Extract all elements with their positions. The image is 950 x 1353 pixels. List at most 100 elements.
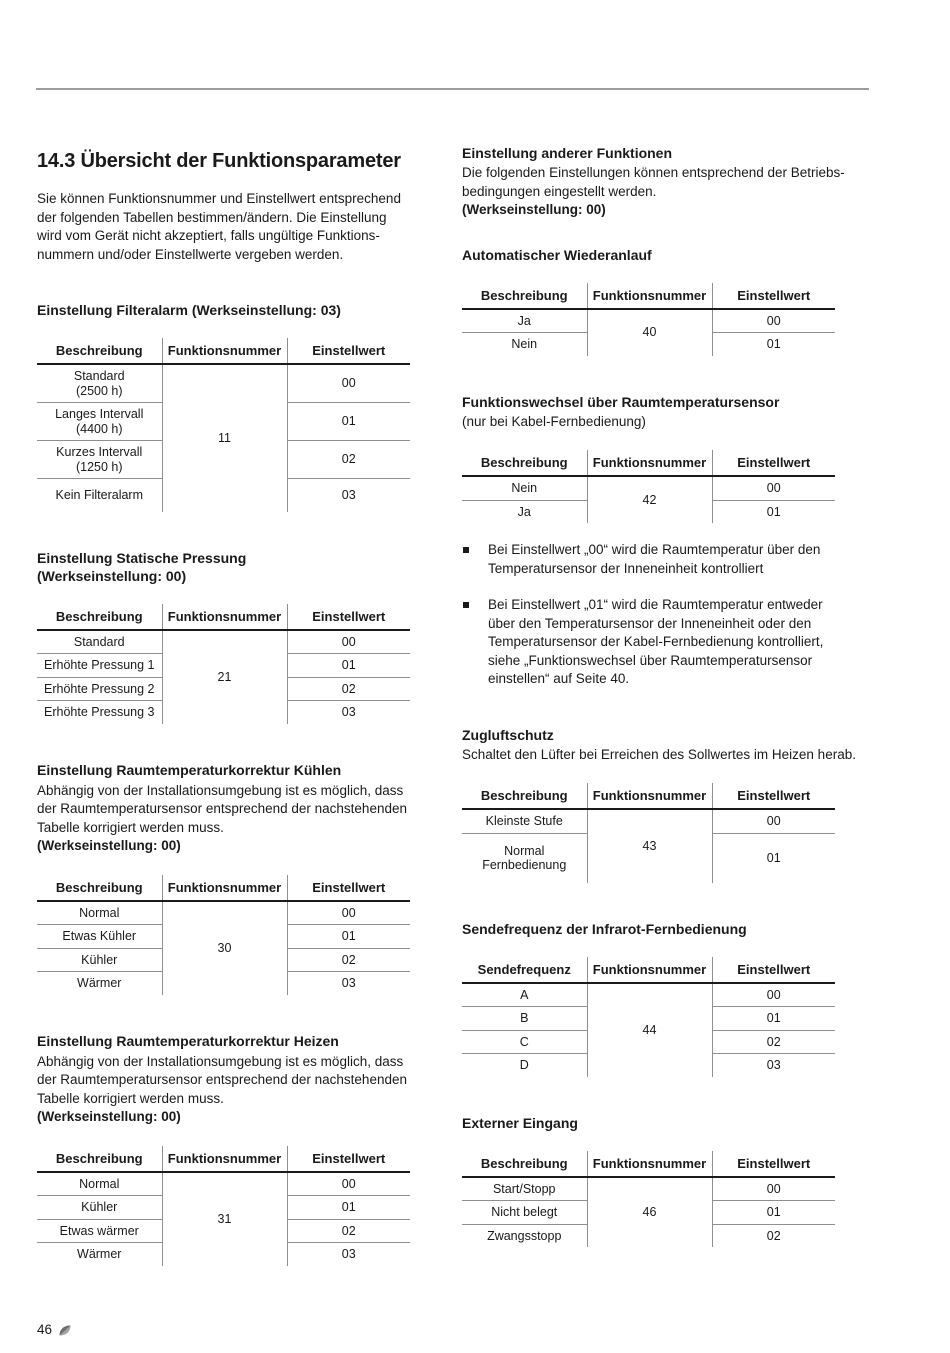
table-row: D 03 (462, 1054, 835, 1077)
wiederanlauf-table: Beschreibung Funktionsnummer Einstellwer… (462, 282, 835, 356)
row-label: Nein (462, 476, 587, 501)
row-label: B (462, 1006, 587, 1031)
table-row: Start/Stopp 46 00 (462, 1176, 835, 1247)
funktionsnummer-cell: 42 (586, 476, 713, 523)
col-header-einstellwert: Einstellwert (712, 1150, 835, 1178)
row-label: C (462, 1030, 587, 1054)
col-header-einstellwert: Einstellwert (287, 338, 410, 365)
row-value: 01 (712, 1200, 835, 1225)
table-row: Wärmer 03 (37, 972, 410, 995)
korrektur-heizen-table: Beschreibung Funktionsnummer Einstellwer… (37, 1145, 410, 1266)
externer-eingang-table: Beschreibung Funktionsnummer Einstellwer… (462, 1150, 835, 1247)
section-title-korrektur-kuehlen: Einstellung Raumtemperaturkorrektur Kühl… (37, 761, 342, 778)
col-header-funktionsnummer: Funktionsnummer (586, 1150, 713, 1178)
section-title-statische-pressung: Einstellung Statische Pressung (Werksein… (37, 549, 247, 584)
row-label: Erhöhte Pressung 1 (37, 653, 162, 678)
header-rule (36, 88, 869, 90)
row-value: 00 (712, 308, 835, 333)
col-header-sendefrequenz: Sendefrequenz (462, 956, 587, 984)
funktionsnummer-cell: 43 (586, 809, 713, 883)
col-header-einstellwert: Einstellwert (287, 1145, 410, 1173)
section-title-externer-eingang: Externer Eingang (462, 1114, 578, 1131)
row-label: Standard (2500 h) (37, 364, 162, 403)
table-row: Etwas wärmer 02 (37, 1219, 410, 1243)
bullet-text: Bei Einstellwert „01“ wird die Raumtempe… (488, 597, 824, 686)
row-value: 03 (341, 705, 356, 719)
row-label: Nicht belegt (462, 1200, 587, 1225)
row-value: 00 (287, 629, 410, 654)
row-label: Etwas wärmer (37, 1219, 162, 1243)
row-label: Ja (517, 504, 531, 519)
row-label: Wärmer (77, 976, 122, 990)
row-label: Kühler (37, 1195, 162, 1220)
bullet-text: Bei Einstellwert „00“ wird die Raumtempe… (488, 542, 821, 576)
col-header-einstellwert: Einstellwert (712, 282, 835, 310)
row-value: 01 (287, 653, 410, 678)
korrektur-heizen-text: Abhängig von der Installationsumgebung i… (37, 1053, 407, 1106)
row-label: Langes Intervall (4400 h) (37, 402, 162, 441)
filteralarm-table: Beschreibung Funktionsnummer Einstellwer… (37, 338, 410, 512)
table-row: Langes Intervall (4400 h) 01 (37, 402, 410, 441)
table-row: Nicht belegt 01 (462, 1200, 835, 1225)
funktionsnummer-cell: 40 (586, 308, 713, 356)
page-number: 46 (37, 1322, 53, 1337)
left-column: 14.3 Übersicht der Funktionsparameter Si… (37, 148, 451, 1266)
row-label: Kleinste Stufe (462, 809, 587, 834)
table-row: Normal 31 00 (37, 1171, 410, 1266)
row-value: 00 (712, 476, 835, 501)
col-header-funktionsnummer: Funktionsnummer (161, 874, 288, 902)
row-value: 01 (766, 337, 781, 351)
funktionsnummer-cell: 11 (161, 364, 288, 512)
row-value: 02 (287, 1219, 410, 1243)
col-header-funktionsnummer: Funktionsnummer (161, 338, 288, 365)
row-label: Erhöhte Pressung 2 (37, 677, 162, 701)
col-header-funktionsnummer: Funktionsnummer (161, 603, 288, 631)
col-header-beschreibung: Beschreibung (462, 783, 587, 810)
row-label: Kein Filteralarm (55, 488, 144, 502)
row-label: Normal (37, 900, 162, 925)
page-title: 14.3 Übersicht der Funktionsparameter (37, 150, 401, 172)
row-value: 03 (341, 1247, 356, 1261)
andere-funktionen-werkseinstellung: (Werkseinstellung: 00) (462, 202, 606, 217)
korrektur-kuehlen-werkseinstellung: (Werkseinstellung: 00) (37, 838, 181, 853)
row-label: Nein (511, 337, 538, 351)
col-header-einstellwert: Einstellwert (712, 783, 835, 810)
intro-paragraph: Sie können Funktionsnummer und Einstellw… (37, 191, 401, 262)
col-header-einstellwert: Einstellwert (287, 874, 410, 902)
table-row: Kein Filteralarm 03 (37, 479, 410, 512)
col-header-funktionsnummer: Funktionsnummer (586, 450, 713, 477)
row-label: Erhöhte Pressung 3 (44, 705, 155, 719)
zugluftschutz-text: Schaltet den Lüfter bei Erreichen des So… (462, 746, 856, 762)
col-header-beschreibung: Beschreibung (37, 874, 162, 902)
andere-funktionen-text: Die folgenden Einstellungen können entsp… (462, 165, 845, 199)
row-value: 01 (287, 1195, 410, 1220)
section-title-wiederanlauf: Automatischer Wiederanlauf (462, 246, 652, 263)
table-row: Erhöhte Pressung 3 03 (37, 701, 410, 724)
bullet-note: Bei Einstellwert „01“ wird die Raumtempe… (462, 596, 880, 689)
korrektur-kuehlen-table: Beschreibung Funktionsnummer Einstellwer… (37, 874, 410, 995)
col-header-beschreibung: Beschreibung (462, 450, 587, 477)
table-row: Kleinste Stufe 43 00 (462, 809, 835, 883)
square-bullet-icon (463, 547, 469, 553)
table-row: Erhöhte Pressung 2 02 (37, 677, 410, 701)
table-row: Nein 01 (462, 333, 835, 356)
section-title-sendefrequenz: Sendefrequenz der Infrarot-Fernbedienung (462, 920, 747, 937)
funktionsnummer-cell: 21 (161, 629, 288, 724)
col-header-funktionsnummer: Funktionsnummer (586, 282, 713, 310)
page-footer: 46 (37, 1322, 72, 1337)
row-value: 00 (287, 364, 410, 403)
table-row: A 44 00 (462, 982, 835, 1077)
row-value: 01 (287, 402, 410, 441)
table-row: Standard 21 00 (37, 629, 410, 724)
row-value: 00 (287, 1171, 410, 1196)
row-label: Zwangsstopp (487, 1228, 562, 1243)
row-label: Standard (37, 629, 162, 654)
table-row: Etwas Kühler 01 (37, 924, 410, 949)
row-value: 02 (287, 948, 410, 972)
bullet-note: Bei Einstellwert „00“ wird die Raumtempe… (462, 541, 880, 578)
table-row: Erhöhte Pressung 1 01 (37, 653, 410, 678)
table-row: Normal Fernbedienung 01 (462, 833, 835, 883)
row-value: 02 (766, 1228, 781, 1243)
table-row: Zwangsstopp 02 (462, 1224, 835, 1247)
